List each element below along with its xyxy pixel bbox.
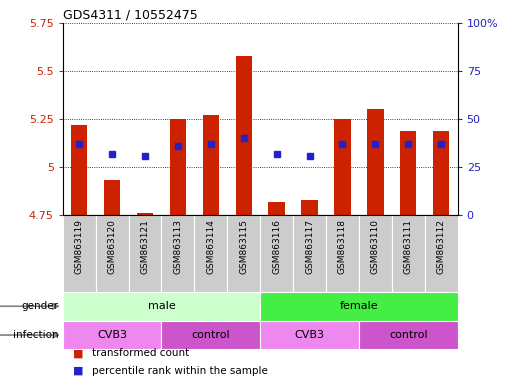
Text: transformed count: transformed count bbox=[92, 348, 189, 358]
Bar bbox=[162, 321, 260, 349]
Bar bbox=[334, 119, 351, 215]
Text: CVB3: CVB3 bbox=[97, 330, 127, 340]
Bar bbox=[359, 215, 392, 292]
Text: percentile rank within the sample: percentile rank within the sample bbox=[92, 366, 267, 376]
Text: gender: gender bbox=[22, 301, 59, 311]
Text: GSM863119: GSM863119 bbox=[75, 219, 84, 274]
Bar bbox=[63, 292, 260, 321]
Text: GSM863114: GSM863114 bbox=[207, 219, 215, 274]
Bar bbox=[235, 56, 252, 215]
Text: male: male bbox=[147, 301, 175, 311]
Text: GSM863116: GSM863116 bbox=[272, 219, 281, 274]
Bar bbox=[301, 200, 318, 215]
Text: CVB3: CVB3 bbox=[294, 330, 325, 340]
Text: GSM863115: GSM863115 bbox=[239, 219, 248, 274]
Bar bbox=[268, 202, 285, 215]
Text: GSM863117: GSM863117 bbox=[305, 219, 314, 274]
Bar bbox=[137, 213, 153, 215]
Bar bbox=[260, 292, 458, 321]
Bar bbox=[104, 180, 120, 215]
Text: female: female bbox=[339, 301, 378, 311]
Text: GSM863112: GSM863112 bbox=[437, 219, 446, 274]
Bar bbox=[169, 119, 186, 215]
Bar bbox=[162, 215, 195, 292]
Text: ■: ■ bbox=[73, 366, 84, 376]
Bar bbox=[392, 215, 425, 292]
Bar bbox=[400, 131, 416, 215]
Text: GSM863110: GSM863110 bbox=[371, 219, 380, 274]
Text: infection: infection bbox=[13, 330, 59, 340]
Text: control: control bbox=[389, 330, 428, 340]
Text: GSM863113: GSM863113 bbox=[174, 219, 183, 274]
Text: GSM863121: GSM863121 bbox=[141, 219, 150, 274]
Text: GSM863120: GSM863120 bbox=[108, 219, 117, 274]
Bar bbox=[326, 215, 359, 292]
Bar bbox=[129, 215, 162, 292]
Bar bbox=[63, 215, 96, 292]
Bar bbox=[195, 215, 228, 292]
Text: GSM863111: GSM863111 bbox=[404, 219, 413, 274]
Text: ■: ■ bbox=[73, 348, 84, 358]
Bar bbox=[63, 321, 162, 349]
Bar bbox=[260, 321, 359, 349]
Bar bbox=[96, 215, 129, 292]
Bar bbox=[71, 125, 87, 215]
Bar bbox=[293, 215, 326, 292]
Bar bbox=[228, 215, 260, 292]
Bar bbox=[359, 321, 458, 349]
Text: GDS4311 / 10552475: GDS4311 / 10552475 bbox=[63, 9, 198, 22]
Bar bbox=[260, 215, 293, 292]
Bar bbox=[433, 131, 449, 215]
Bar bbox=[202, 115, 219, 215]
Text: GSM863118: GSM863118 bbox=[338, 219, 347, 274]
Text: control: control bbox=[191, 330, 230, 340]
Bar bbox=[367, 109, 383, 215]
Bar bbox=[425, 215, 458, 292]
